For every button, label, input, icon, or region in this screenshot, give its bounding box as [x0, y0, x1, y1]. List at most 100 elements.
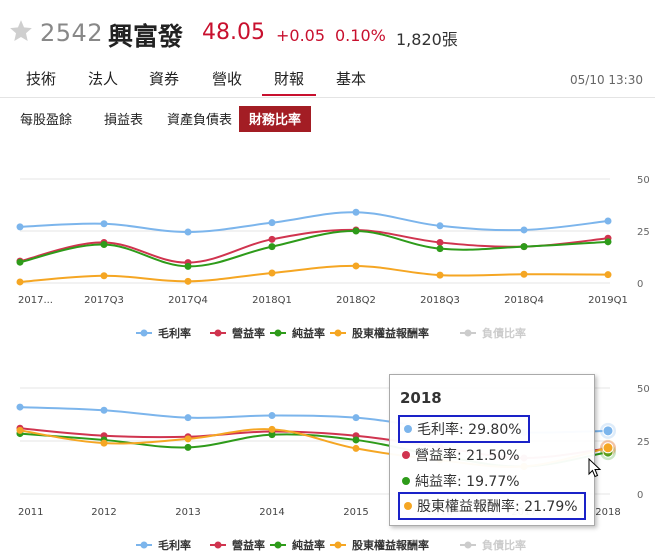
- x-tick-label: 2018Q1: [252, 295, 292, 306]
- subtab-balance-sheet[interactable]: 資產負債表: [167, 113, 233, 128]
- series-line: [19, 211, 609, 234]
- tab-margin[interactable]: 資券: [149, 70, 180, 88]
- x-tick-label: 2013: [175, 507, 200, 518]
- legend-dot-icon: [464, 541, 472, 549]
- data-point[interactable]: [184, 277, 192, 285]
- data-point[interactable]: [436, 271, 444, 279]
- stock-code: 2542: [40, 19, 104, 47]
- data-point[interactable]: [604, 271, 612, 279]
- legend-item[interactable]: 毛利率: [136, 326, 191, 340]
- tab-financials[interactable]: 財報: [262, 66, 317, 96]
- subtab-financial-ratios[interactable]: 財務比率: [239, 106, 312, 132]
- tab-basic[interactable]: 基本: [336, 70, 367, 88]
- legend-dot-icon: [214, 541, 222, 549]
- legend-label: 毛利率: [158, 326, 191, 340]
- legend-label: 負債比率: [482, 538, 526, 552]
- legend-item[interactable]: 營益率: [210, 538, 265, 552]
- data-point[interactable]: [352, 227, 360, 235]
- legend-item[interactable]: 純益率: [270, 538, 325, 552]
- legend-item[interactable]: 營益率: [210, 326, 265, 340]
- legend-item[interactable]: 股東權益報酬率: [330, 326, 429, 340]
- stock-header: 2542 興富發 48.05 +0.05 0.10% 1,820張: [0, 0, 655, 60]
- legend-dot-icon: [464, 329, 472, 337]
- legend-dot-icon: [274, 541, 282, 549]
- data-point[interactable]: [16, 258, 24, 266]
- subtab-eps[interactable]: 每股盈餘: [20, 113, 73, 128]
- y-tick-label: 50: [637, 384, 650, 395]
- legend-item[interactable]: 毛利率: [136, 538, 191, 552]
- x-tick-label: 2011: [18, 507, 43, 518]
- legend-dot-icon: [140, 541, 148, 549]
- data-point[interactable]: [268, 235, 276, 243]
- data-point[interactable]: [184, 228, 192, 236]
- y-tick-label: 25: [637, 437, 650, 448]
- star-icon[interactable]: [8, 18, 34, 44]
- trade-volume: 1,820張: [396, 30, 458, 49]
- tab-technical[interactable]: 技術: [26, 70, 57, 88]
- x-tick-label: 2015: [343, 507, 368, 518]
- data-point[interactable]: [352, 208, 360, 216]
- data-point[interactable]: [268, 431, 276, 439]
- data-point[interactable]: [184, 262, 192, 270]
- data-point[interactable]: [352, 262, 360, 270]
- legend-label: 純益率: [292, 538, 325, 552]
- data-point[interactable]: [520, 270, 528, 278]
- price-change-percent: 0.10%: [335, 26, 386, 45]
- data-point[interactable]: [436, 238, 444, 246]
- tooltip-row-gross-margin: 毛利率: 29.80%: [398, 415, 530, 443]
- tooltip-dot-icon: [404, 502, 412, 510]
- data-point[interactable]: [436, 245, 444, 253]
- data-point[interactable]: [604, 217, 612, 225]
- data-point[interactable]: [16, 223, 24, 231]
- data-point[interactable]: [520, 226, 528, 234]
- legend-dot-icon: [214, 329, 222, 337]
- data-point[interactable]: [16, 426, 24, 434]
- x-tick-label: 2017Q4: [168, 295, 208, 306]
- stock-name: 興富發: [108, 22, 184, 51]
- data-point[interactable]: [100, 406, 108, 414]
- data-point[interactable]: [352, 444, 360, 452]
- data-point[interactable]: [184, 414, 192, 422]
- tooltip-row-net-margin: 純益率: 19.77%: [398, 469, 526, 493]
- legend-item[interactable]: 負債比率: [460, 538, 526, 552]
- tab-institutional[interactable]: 法人: [88, 70, 119, 88]
- data-point[interactable]: [268, 219, 276, 227]
- x-tick-label: 2017Q3: [84, 295, 124, 306]
- data-point[interactable]: [352, 436, 360, 444]
- data-point[interactable]: [520, 243, 528, 251]
- data-point[interactable]: [100, 220, 108, 228]
- x-tick-label: 2017...: [18, 295, 53, 306]
- data-point[interactable]: [16, 403, 24, 411]
- legend-label: 營益率: [232, 538, 265, 552]
- data-point[interactable]: [604, 238, 612, 246]
- data-point[interactable]: [184, 435, 192, 443]
- data-point[interactable]: [268, 243, 276, 251]
- data-point[interactable]: [268, 269, 276, 277]
- data-point[interactable]: [602, 425, 614, 437]
- legend-label: 負債比率: [482, 326, 526, 340]
- data-point[interactable]: [268, 412, 276, 420]
- data-point[interactable]: [100, 272, 108, 280]
- update-timestamp: 05/10 13:30: [570, 73, 643, 87]
- sub-tabs: 每股盈餘 損益表 資產負債表 財務比率: [0, 106, 655, 132]
- data-point[interactable]: [100, 241, 108, 249]
- x-tick-label: 2018Q3: [420, 295, 460, 306]
- legend-dot-icon: [274, 329, 282, 337]
- data-point[interactable]: [184, 443, 192, 451]
- data-point[interactable]: [436, 222, 444, 230]
- y-tick-label: 0: [637, 490, 643, 501]
- price-change: +0.05: [276, 26, 326, 45]
- stock-price: 48.05: [202, 20, 265, 45]
- legend-item[interactable]: 股東權益報酬率: [330, 538, 429, 552]
- data-point[interactable]: [352, 414, 360, 422]
- data-point[interactable]: [16, 278, 24, 286]
- tab-revenue[interactable]: 營收: [212, 70, 243, 88]
- legend-item[interactable]: 純益率: [270, 326, 325, 340]
- data-point[interactable]: [268, 425, 276, 433]
- subtab-income-statement[interactable]: 損益表: [104, 113, 144, 128]
- data-point[interactable]: [100, 439, 108, 447]
- legend-label: 毛利率: [158, 538, 191, 552]
- data-point[interactable]: [602, 442, 614, 454]
- y-tick-label: 50: [637, 175, 650, 186]
- legend-item[interactable]: 負債比率: [460, 326, 526, 340]
